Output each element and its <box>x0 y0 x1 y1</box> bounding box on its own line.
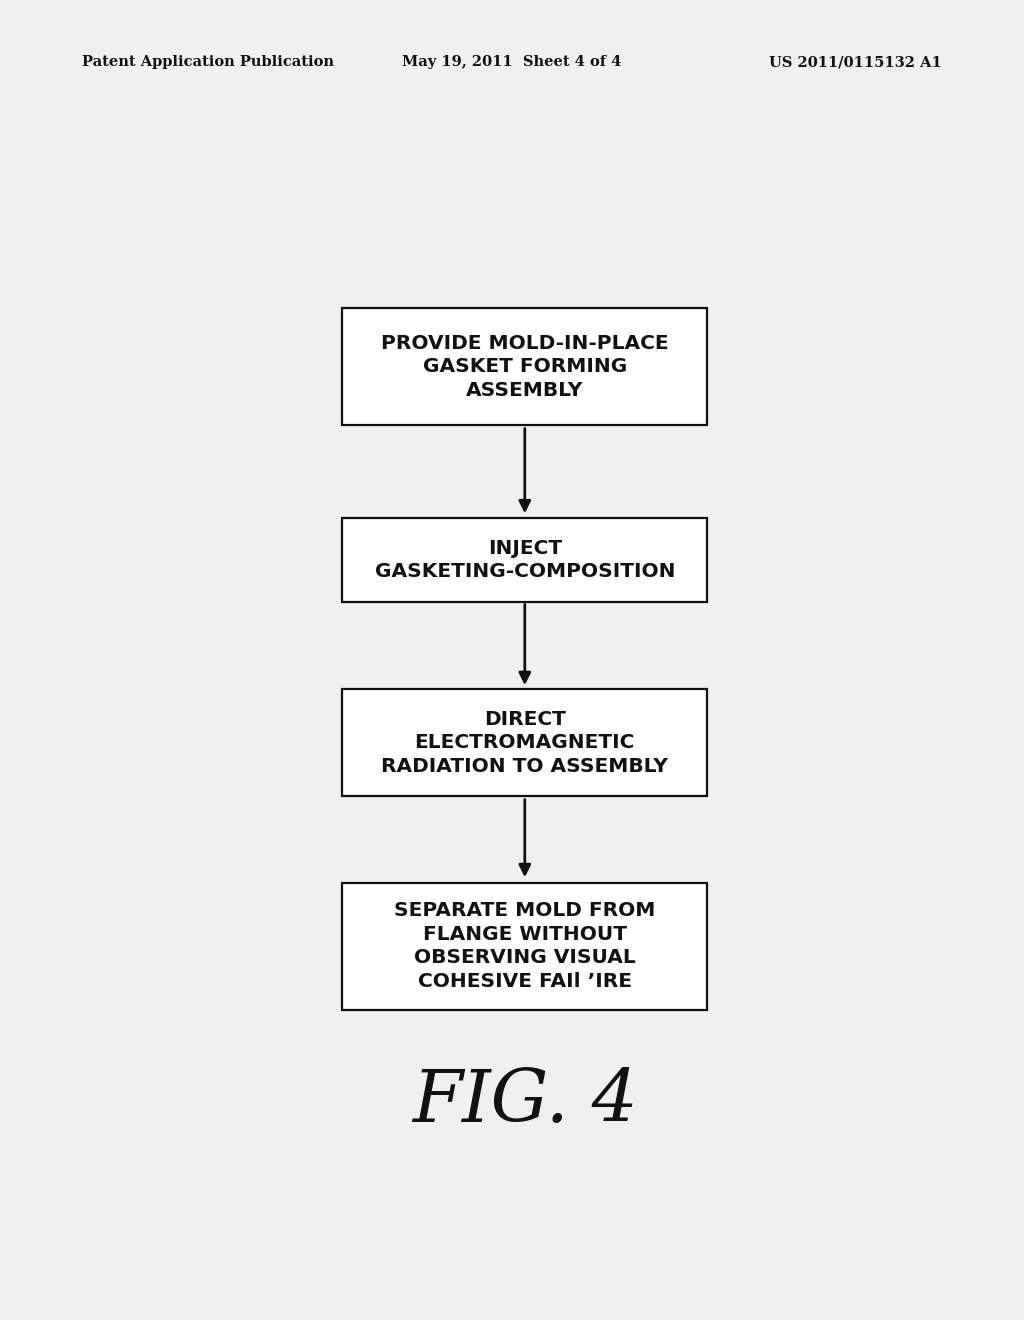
Bar <box>342 689 708 796</box>
Text: PROVIDE MOLD-IN-PLACE
GASKET FORMING
ASSEMBLY: PROVIDE MOLD-IN-PLACE GASKET FORMING ASS… <box>381 334 669 400</box>
Bar <box>342 519 708 602</box>
Bar <box>342 883 708 1010</box>
Text: SEPARATE MOLD FROM
FLANGE WITHOUT
OBSERVING VISUAL
COHESIVE FAIl ’IRE: SEPARATE MOLD FROM FLANGE WITHOUT OBSERV… <box>394 902 655 991</box>
Bar <box>342 309 708 425</box>
Text: FIG. 4: FIG. 4 <box>412 1067 638 1137</box>
Text: Patent Application Publication: Patent Application Publication <box>82 55 334 70</box>
Text: DIRECT
ELECTROMAGNETIC
RADIATION TO ASSEMBLY: DIRECT ELECTROMAGNETIC RADIATION TO ASSE… <box>381 710 669 776</box>
Text: US 2011/0115132 A1: US 2011/0115132 A1 <box>769 55 942 70</box>
Text: May 19, 2011  Sheet 4 of 4: May 19, 2011 Sheet 4 of 4 <box>402 55 622 70</box>
Text: INJECT
GASKETING-COMPOSITION: INJECT GASKETING-COMPOSITION <box>375 539 675 581</box>
